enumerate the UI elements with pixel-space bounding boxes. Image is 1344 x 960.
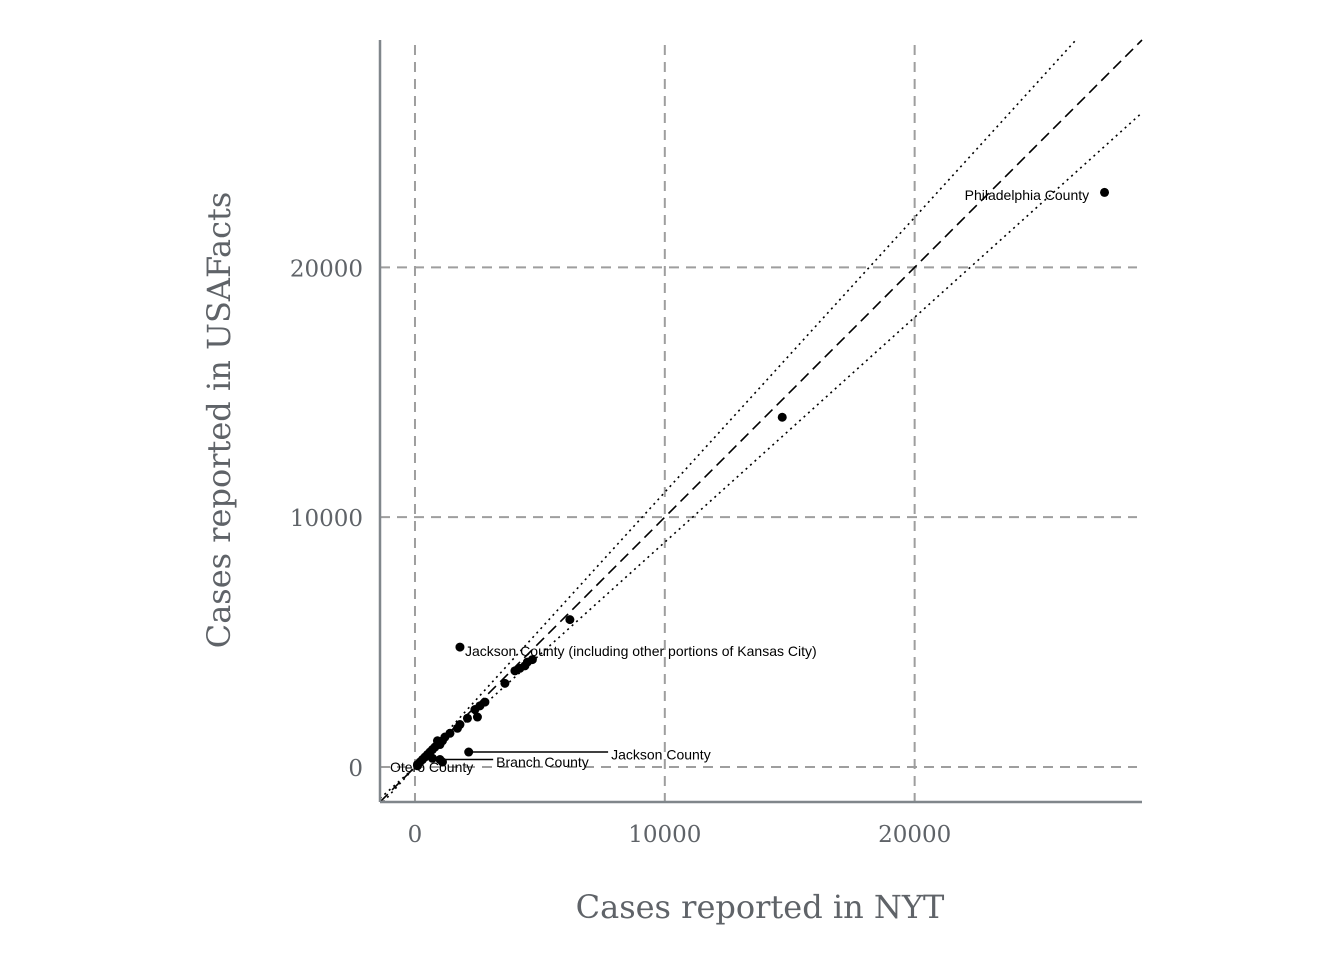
data-point <box>455 642 465 652</box>
y-axis-title: Cases reported in USAFacts <box>200 192 238 649</box>
data-point <box>510 666 520 676</box>
data-point <box>427 753 437 763</box>
data-point <box>470 705 480 715</box>
y-tick-label: 0 <box>348 756 363 782</box>
data-point <box>500 678 510 688</box>
label-leaders <box>439 751 609 761</box>
point-label: Jackson County <box>611 747 711 763</box>
x-tick-label: 20000 <box>878 822 951 848</box>
point-label: Otero County <box>390 759 473 775</box>
point-label: Philadelphia County <box>965 187 1090 203</box>
x-tick-label: 0 <box>408 822 423 848</box>
data-point <box>452 723 462 733</box>
data-point <box>565 615 575 625</box>
point-label: Branch County <box>496 754 589 770</box>
grid-lines <box>380 45 1137 802</box>
axes <box>378 40 1142 804</box>
reference-lines <box>379 39 1143 803</box>
y-tick-label: 10000 <box>290 506 363 532</box>
data-point <box>1100 187 1110 197</box>
ratio-line <box>379 112 1143 800</box>
data-point <box>777 412 787 422</box>
data-point <box>464 747 474 757</box>
data-point <box>462 713 472 723</box>
identity-line <box>379 39 1143 803</box>
tick-labels: 0 10000 20000 0 10000 20000 <box>290 256 951 848</box>
data-point <box>437 757 447 767</box>
ratio-line <box>382 39 1077 803</box>
data-point <box>412 761 422 771</box>
point-labels: Philadelphia County Jackson County (inclu… <box>390 187 1089 775</box>
y-tick-label: 20000 <box>290 256 363 282</box>
x-axis-title: Cases reported in NYT <box>576 888 945 926</box>
data-point <box>472 712 482 722</box>
x-tick-label: 10000 <box>628 822 701 848</box>
data-points <box>412 187 1110 771</box>
point-label: Jackson County (including other portions… <box>465 643 817 659</box>
